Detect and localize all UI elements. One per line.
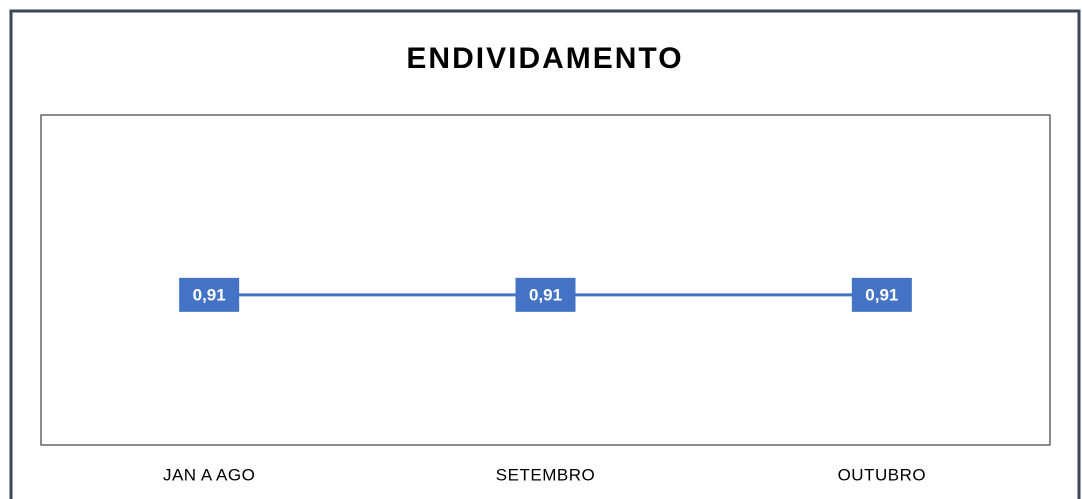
data-label-box (851, 277, 912, 312)
x-tick-label: SETEMBRO (496, 465, 595, 484)
x-tick-label: JAN A AGO (163, 465, 255, 484)
chart-title: ENDIVIDAMENTO (406, 42, 683, 75)
data-label: 0,91 (529, 285, 562, 304)
data-label-box (179, 277, 240, 312)
plot-area (40, 114, 1051, 446)
data-label: 0,91 (193, 285, 226, 304)
data-label: 0,91 (865, 285, 898, 304)
frame (9, 9, 1081, 499)
data-label-box (515, 277, 576, 312)
x-tick-label: OUTUBRO (838, 465, 927, 484)
